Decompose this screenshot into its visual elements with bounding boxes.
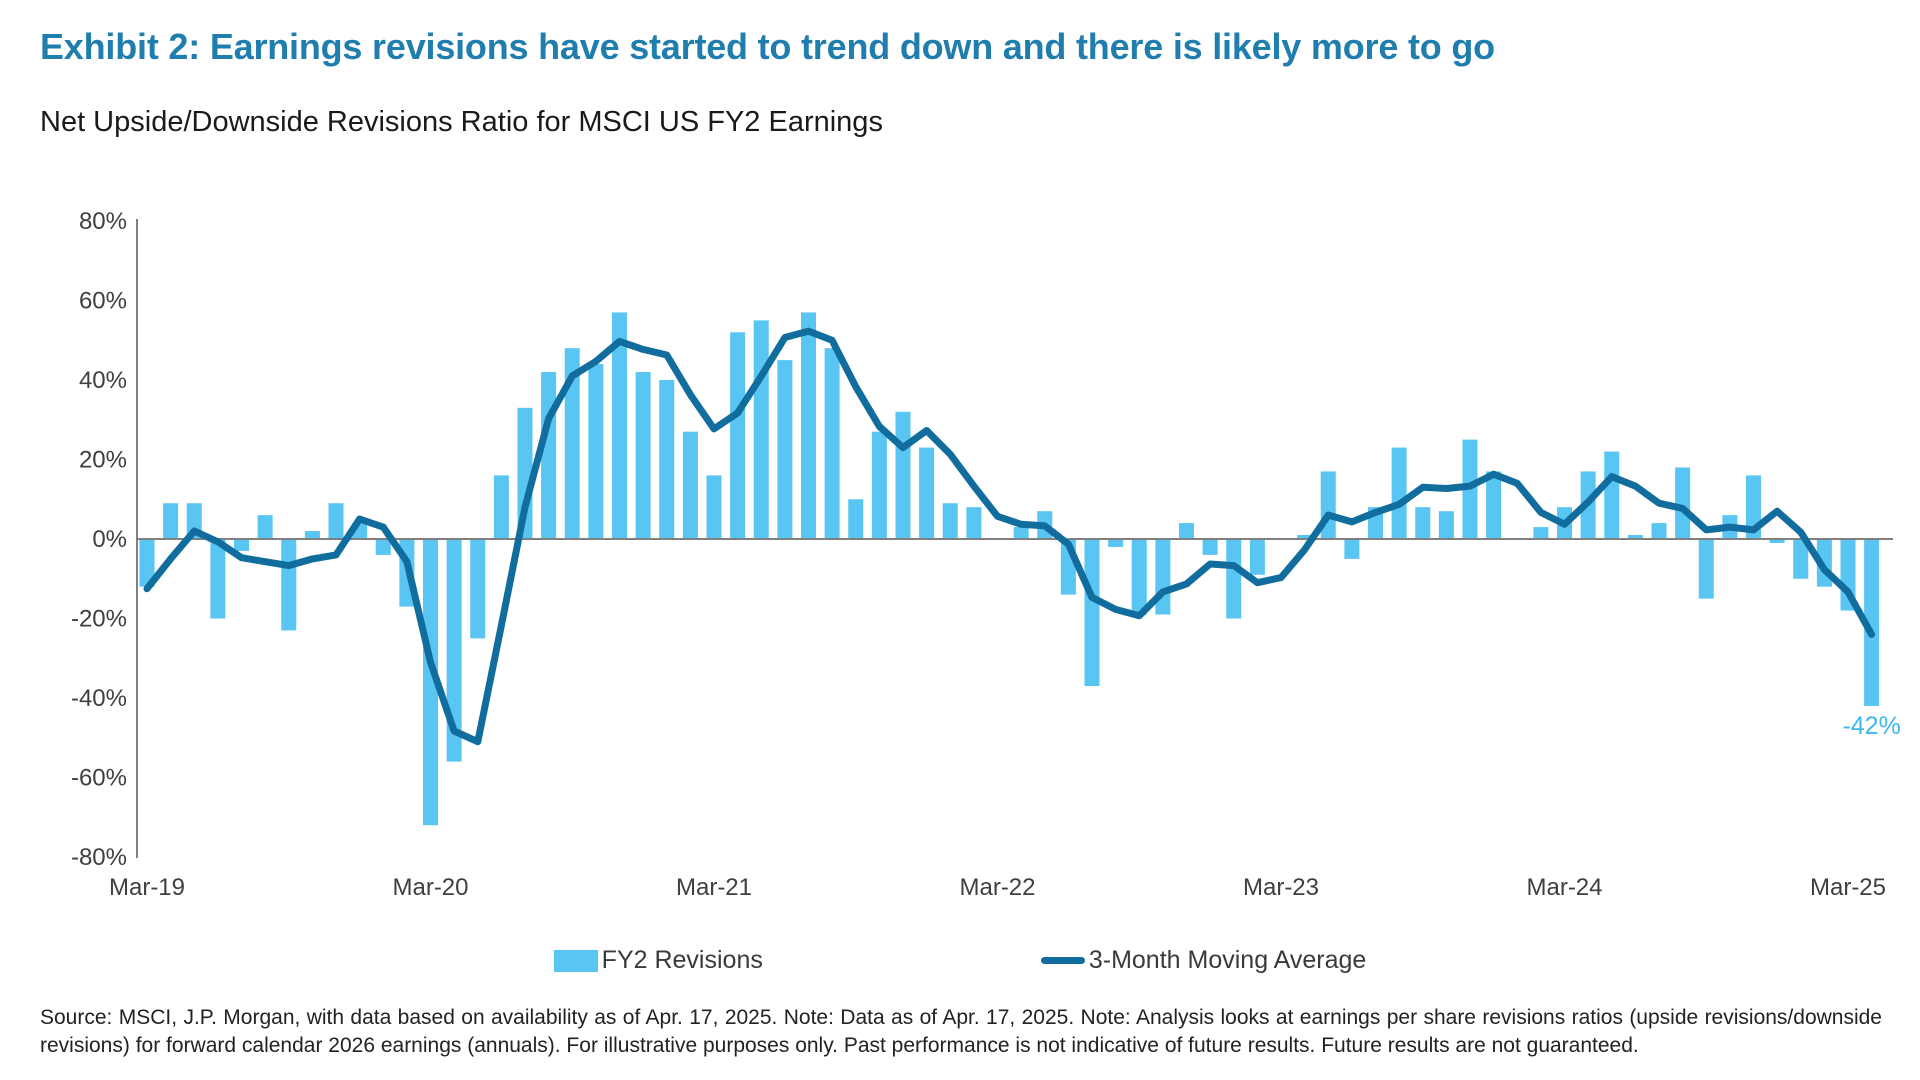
fy2-revisions-bar-Feb-23	[1249, 539, 1265, 575]
fy2-revisions-bar-Sep-19	[281, 539, 297, 631]
fy2-revisions-bar-Jul-24	[1651, 523, 1667, 539]
fy2-revisions-bar-Oct-22	[1155, 539, 1171, 615]
fy2-revisions-bar-Apr-21	[730, 332, 746, 539]
fy2-revisions-bar-Apr-20	[446, 539, 462, 762]
legend-item-fy2-revisions: FY2 Revisions	[553, 946, 763, 975]
fy2-revisions-bar-Mar-20	[423, 539, 438, 826]
fy2-revisions-bar-Sep-20	[564, 348, 580, 539]
y-tick-label--20%: -20%	[71, 606, 127, 633]
y-tick-label-60%: 60%	[79, 288, 127, 315]
fy2-revisions-bar-Feb-22	[966, 507, 982, 539]
fy2-revisions-bar-Dec-24	[1769, 539, 1785, 543]
line-swatch-icon	[1040, 957, 1085, 964]
source-note: Source: MSCI, J.P. Morgan, with data bas…	[40, 1006, 1882, 1058]
fy2-revisions-bar-Feb-24	[1533, 527, 1549, 539]
exhibit-title: Exhibit 2: Earnings revisions have start…	[40, 26, 1495, 67]
fy2-revisions-bar-Jan-25	[1793, 539, 1809, 579]
fy2-revisions-bar-Dec-20	[635, 372, 651, 539]
fy2-revisions-bar-Sep-24	[1698, 539, 1714, 599]
fy2-revisions-bar-Jun-23	[1344, 539, 1360, 559]
fy2-revisions-bar-Jun-21	[777, 360, 793, 539]
fy2-revisions-bar-Jun-19	[210, 539, 226, 619]
fy2-revisions-bar-Nov-19	[328, 503, 344, 539]
fy2-revisions-bar-Jan-22	[942, 503, 958, 539]
fy2-revisions-bar-Jun-24	[1627, 535, 1643, 539]
fy2-revisions-bar-Mar-19	[139, 539, 155, 587]
annotation-last-value: -42%	[1842, 712, 1900, 740]
fy2-revisions-bar-May-24	[1604, 451, 1620, 539]
fy2-revisions-bar-Aug-21	[824, 348, 840, 539]
fy2-revisions-bar-Apr-19	[163, 503, 179, 539]
fy2-revisions-bar-Sep-23	[1415, 507, 1431, 539]
fy2-revisions-bar-Jul-21	[801, 312, 816, 539]
fy2-revisions-bar-Aug-20	[541, 372, 557, 539]
fy2-revisions-bar-Apr-25	[1864, 539, 1880, 706]
y-tick-label--60%: -60%	[71, 765, 127, 792]
x-tick-label-Mar-23: Mar-23	[1243, 874, 1319, 901]
x-tick-label-Mar-21: Mar-21	[676, 874, 752, 901]
fy2-revisions-bar-Dec-22	[1202, 539, 1218, 555]
x-tick-label-Mar-24: Mar-24	[1526, 874, 1602, 901]
fy2-revisions-bar-Apr-23	[1297, 535, 1313, 539]
y-tick-label-20%: 20%	[79, 447, 127, 474]
fy2-revisions-bar-Jul-22	[1084, 539, 1100, 687]
fy2-revisions-bar-Aug-23	[1391, 447, 1407, 539]
legend-item-moving-average: 3-Month Moving Average	[1040, 946, 1367, 975]
fy2-revisions-bar-Dec-21	[919, 447, 935, 539]
y-tick-label-0%: 0%	[92, 526, 127, 553]
fy2-revisions-bar-Dec-23	[1486, 471, 1502, 539]
fy2-revisions-bar-Jan-20	[375, 539, 391, 555]
fy2-revisions-bar-Feb-21	[682, 431, 698, 539]
fy2-revisions-bar-May-20	[470, 539, 486, 639]
fy2-revisions-bar-Mar-21	[706, 475, 722, 539]
fy2-revisions-bar-Aug-19	[257, 515, 273, 539]
fy2-revisions-bar-May-21	[753, 320, 769, 539]
moving-average-line	[143, 327, 1876, 746]
fy2-revisions-bar-Jan-21	[659, 380, 675, 539]
x-tick-label-Mar-20: Mar-20	[392, 874, 468, 901]
fy2-revisions-bar-Sep-22	[1131, 539, 1147, 615]
fy2-revisions-bar-Oct-21	[871, 431, 887, 539]
fy2-revisions-bar-Jul-19	[234, 539, 249, 551]
fy2-revisions-bar-Apr-22	[1013, 527, 1029, 539]
bar-swatch-icon	[553, 949, 598, 972]
y-tick-label--80%: -80%	[71, 844, 127, 871]
fy2-revisions-bar-Jan-23	[1226, 539, 1242, 619]
x-tick-label-Mar-22: Mar-22	[959, 874, 1035, 901]
fy2-revisions-bar-Jun-20	[493, 475, 509, 539]
fy2-revisions-bar-Sep-21	[848, 499, 864, 539]
legend-label-fy2-revisions: FY2 Revisions	[601, 946, 763, 974]
y-tick-label-80%: 80%	[79, 208, 127, 235]
fy2-revisions-bar-Nov-20	[612, 312, 627, 539]
fy2-revisions-bar-Oct-23	[1438, 511, 1454, 539]
chart-subtitle: Net Upside/Downside Revisions Ratio for …	[40, 106, 883, 138]
legend-label-moving-average: 3-Month Moving Average	[1088, 946, 1367, 974]
fy2-revisions-bar-Nov-21	[895, 411, 911, 539]
x-tick-label-Mar-25: Mar-25	[1810, 874, 1886, 901]
y-tick-label-40%: 40%	[79, 367, 127, 394]
x-tick-label-Mar-19: Mar-19	[109, 874, 185, 901]
fy2-revisions-bar-Aug-22	[1108, 539, 1124, 547]
fy2-revisions-bar-Nov-22	[1179, 523, 1194, 539]
fy2-revisions-bar-Oct-20	[588, 364, 604, 539]
fy2-revisions-bar-Aug-24	[1675, 467, 1691, 539]
chart-legend: FY2 Revisions 3-Month Moving Average	[0, 946, 1920, 975]
fy2-revisions-bar-Oct-19	[304, 531, 320, 539]
y-tick-label--40%: -40%	[71, 685, 127, 712]
